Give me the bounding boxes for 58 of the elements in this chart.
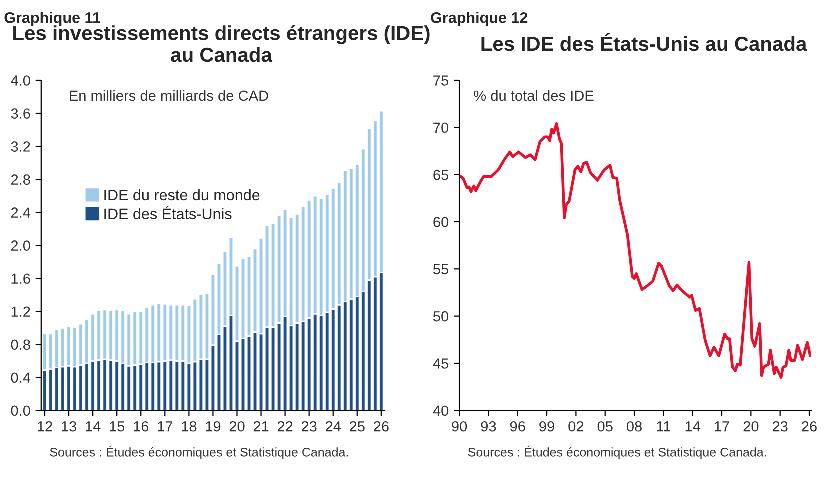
- x-tick-label: 22: [278, 421, 293, 432]
- legend-label: IDE des États-Unis: [104, 206, 232, 220]
- y-tick-label: 65: [434, 170, 449, 180]
- chart-title: Les investissements directs étrangers (IDE) au Canada: [14, 25, 430, 62]
- y-tick-label: 3.6: [11, 108, 30, 119]
- x-tick-label: 17: [158, 422, 173, 432]
- x-tick-label: 15: [110, 422, 125, 432]
- y-tick-label: 55: [433, 264, 449, 275]
- x-tick-label: 24: [326, 421, 342, 432]
- y-tick-label: 2.4: [11, 208, 31, 218]
- x-tick-label: 20: [230, 421, 245, 432]
- x-tick-label: 23: [772, 421, 788, 432]
- y-tick-label: 2.8: [11, 174, 30, 185]
- y-tick-label: 0.8: [11, 340, 30, 350]
- y-tick-label: 50: [433, 311, 449, 322]
- y-tick-label: 3.2: [11, 142, 30, 152]
- text: En milliers de milliards de CAD: [70, 90, 268, 102]
- y-tick-label: 4.0: [11, 76, 30, 86]
- text: Graphique 12: [431, 12, 528, 26]
- legend-label: IDE du reste du monde: [104, 189, 260, 201]
- x-tick-label: 93: [481, 421, 496, 432]
- y-tick-label: 1.6: [12, 274, 30, 284]
- y-tick-label: 45: [433, 358, 449, 369]
- y-tick-label: 0.4: [11, 372, 31, 384]
- x-tick-label: 96: [510, 421, 526, 432]
- y-tick-label: 2.0: [11, 240, 30, 252]
- x-tick-label: 11: [657, 422, 671, 432]
- x-tick-label: 26: [802, 421, 817, 432]
- text: Graphique 11: [4, 12, 101, 26]
- x-tick-label: 16: [134, 421, 149, 432]
- x-tick-label: 20: [744, 421, 759, 432]
- x-tick-label: 13: [62, 421, 77, 432]
- x-tick-label: 02: [568, 421, 584, 432]
- y-tick-label: 75: [434, 76, 449, 86]
- y-tick-label: 60: [434, 217, 449, 228]
- x-tick-label: 17: [715, 422, 730, 432]
- text: % du total des IDE: [474, 90, 594, 102]
- x-tick-label: 08: [626, 421, 642, 432]
- source-note: Sources : Études économiques et Statistique Canada.: [468, 446, 766, 460]
- x-tick-label: 18: [182, 421, 197, 432]
- x-tick-label: 19: [206, 421, 221, 432]
- y-tick-label: 1.2: [12, 306, 30, 317]
- x-tick-label: 12: [38, 421, 52, 432]
- x-tick-label: 14: [86, 422, 101, 432]
- x-tick-label: 14: [686, 422, 701, 432]
- x-tick-label: 25: [350, 421, 365, 432]
- x-tick-label: 90: [452, 421, 468, 432]
- y-tick-label: 70: [434, 122, 449, 134]
- chart-title: Les IDE des États-Unis au Canada: [482, 33, 808, 52]
- x-tick-label: 21: [254, 421, 269, 432]
- source-note: Sources : Études économiques et Statistique Canada.: [50, 446, 348, 460]
- y-tick-label: 40: [433, 406, 449, 416]
- line-series: [460, 122, 812, 380]
- x-tick-label: 26: [374, 421, 389, 432]
- x-tick-label: 05: [598, 421, 613, 432]
- x-tick-label: 99: [540, 421, 554, 432]
- y-tick-label: 0.0: [11, 406, 30, 416]
- x-tick-label: 23: [302, 421, 317, 432]
